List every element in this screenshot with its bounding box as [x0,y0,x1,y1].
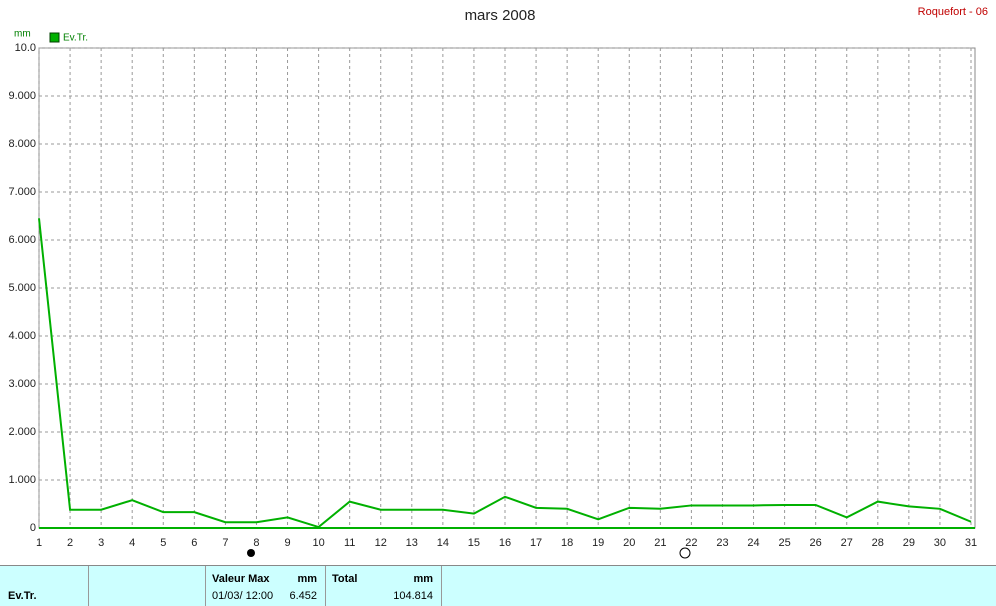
x-tick-label: 15 [468,537,480,549]
x-tick-label: 23 [716,537,728,549]
y-axis-label: mm [14,29,31,40]
station: Roquefort - 06 [918,6,988,18]
x-tick-label: 5 [160,537,166,549]
x-tick-label: 28 [872,537,884,549]
x-tick-label: 6 [191,537,197,549]
y-tick-label: 0 [30,522,36,534]
x-tick-label: 24 [747,537,759,549]
series-label: Ev.Tr. [8,590,37,602]
legend-swatch [49,32,60,43]
x-tick-label: 10 [312,537,324,549]
max-unit: mm [297,573,317,585]
max-date: 01/03/ 12:00 [212,590,274,602]
x-tick-label: 7 [222,537,228,549]
x-tick-label: 12 [375,537,387,549]
y-tick-label: 7.000 [8,186,36,198]
x-tick-label: 30 [934,537,946,549]
y-tick-label: 1.000 [8,474,36,486]
total-value: 104.814 [393,590,433,602]
y-tick-label: 5.000 [8,282,36,294]
max-value: 6.452 [289,590,317,602]
legend-label: Ev.Tr. [63,33,88,44]
x-tick-label: 19 [592,537,604,549]
x-tick-label: 17 [530,537,542,549]
cell: Valeur Max mm 01/03/ 12:00 6.452 [206,566,326,606]
cell [89,566,206,606]
cell: Total mm 104.814 [326,566,442,606]
x-tick-label: 22 [685,537,697,549]
x-tick-label: 8 [253,537,259,549]
x-tick-label: 16 [499,537,511,549]
x-tick-label: 3 [98,537,104,549]
x-tick-label: 21 [654,537,666,549]
x-tick-label: 18 [561,537,573,549]
total-label: Total [332,573,358,585]
y-tick-label: 10.0 [15,42,36,54]
x-tick-label: 13 [406,537,418,549]
x-tick-label: 29 [903,537,915,549]
cell: Ev.Tr. [0,566,89,606]
x-tick-label: 25 [778,537,790,549]
y-tick-label: 2.000 [8,426,36,438]
full-moon-icon [247,549,255,557]
new-moon-icon [679,547,691,559]
x-tick-label: 11 [344,537,355,549]
x-tick-label: 14 [437,537,449,549]
x-tick-label: 26 [810,537,822,549]
x-tick-label: 27 [841,537,853,549]
y-tick-label: 4.000 [8,330,36,342]
summary-table: Ev.Tr. Valeur Max mm 01/03/ 12:00 6.452 … [0,565,996,606]
y-tick-label: 3.000 [8,378,36,390]
y-tick-label: 6.000 [8,234,36,246]
data-line [38,218,972,529]
x-tick-label: 4 [129,537,135,549]
x-tick-label: 20 [623,537,635,549]
x-tick-label: 31 [965,537,977,549]
x-tick-label: 1 [36,537,42,549]
x-tick-label: 2 [67,537,73,549]
chart-title: mars 2008 [465,7,536,24]
y-tick-label: 8.000 [8,138,36,150]
total-unit: mm [413,573,433,585]
y-tick-label: 9.000 [8,90,36,102]
x-tick-label: 9 [284,537,290,549]
max-label: Valeur Max [212,573,270,585]
chart: mars 2008 Roquefort - 06 mm Ev.Tr. 0 1.00… [8,6,988,559]
